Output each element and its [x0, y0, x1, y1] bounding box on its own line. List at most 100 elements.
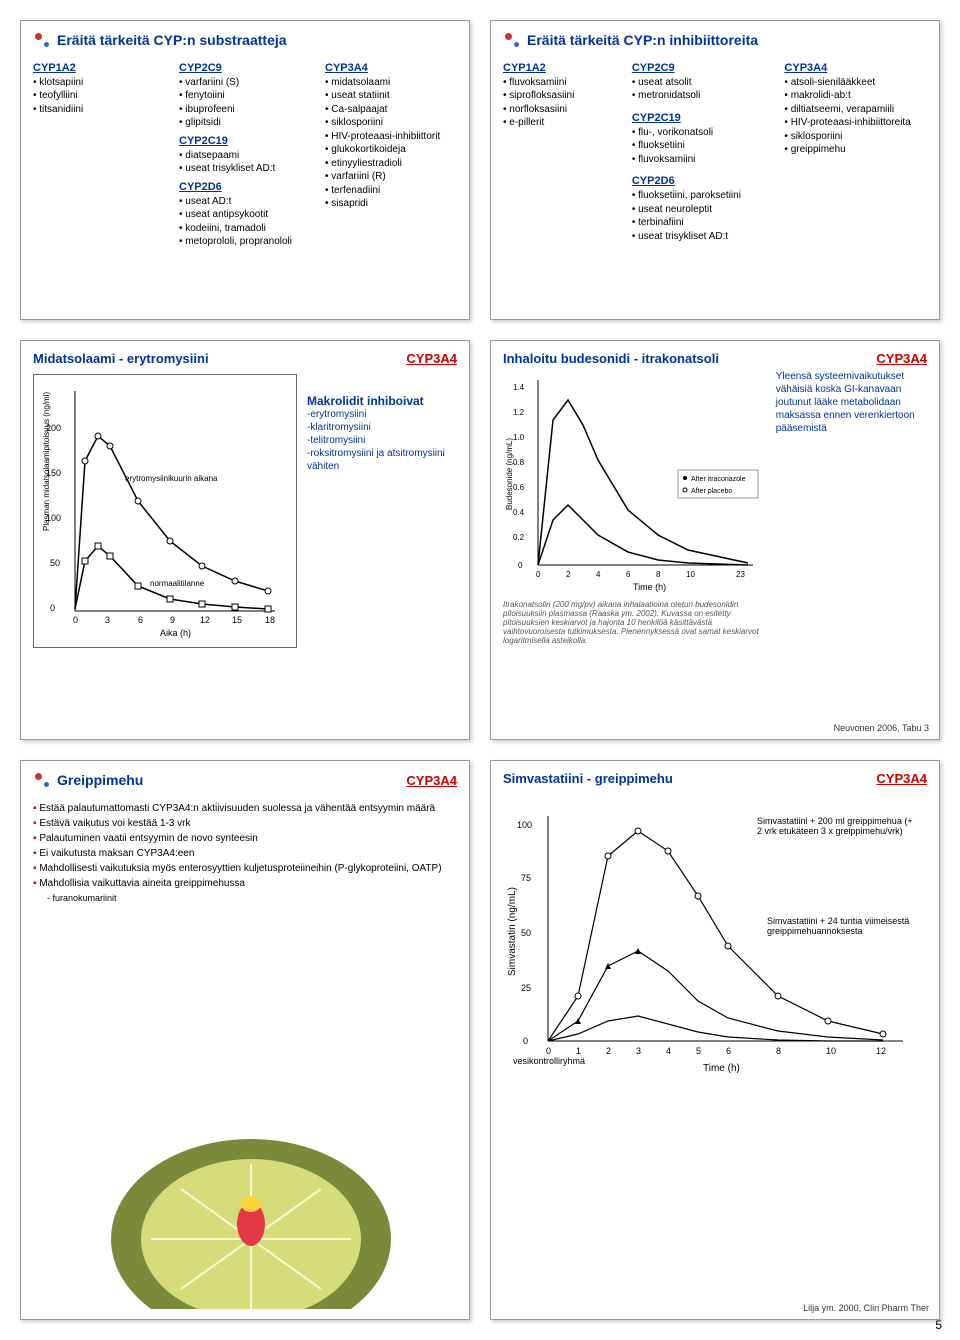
svg-text:4: 4: [666, 1046, 671, 1056]
list-item: greippimehu: [784, 143, 927, 157]
list-item: fluvoksamiini: [503, 76, 622, 90]
annotation-2: Simvastatiini + 24 tuntia viimeisestä gr…: [767, 916, 917, 936]
svg-text:2: 2: [606, 1046, 611, 1056]
page-number: 5: [935, 1318, 942, 1332]
list-item: useat AD:t: [179, 195, 311, 209]
list-item: sisapridi: [325, 197, 457, 211]
list-item: fenytoiini: [179, 89, 311, 103]
svg-text:Plasman midatsolaamipitoisuus: Plasman midatsolaamipitoisuus (ng/ml): [42, 392, 51, 532]
svg-text:10: 10: [826, 1046, 836, 1056]
panel-grapefruit: Greippimehu CYP3A4 Estää palautumattomas…: [20, 760, 470, 1320]
header-row: Greippimehu CYP3A4: [33, 771, 457, 789]
list-item: HIV-proteaasi-inhibiittoreita: [784, 116, 927, 130]
citation: Lilja ym. 2000, Clin Pharm Ther: [803, 1303, 929, 1313]
svg-text:100: 100: [517, 820, 532, 830]
svg-text:normaalitilanne: normaalitilanne: [150, 579, 205, 588]
cyp-tag: CYP3A4: [876, 351, 927, 366]
list-item: useat trisykliset AD:t: [632, 230, 775, 244]
svg-text:Simvastatin (ng/mL): Simvastatin (ng/mL): [507, 887, 518, 976]
list-item: diatsepaami: [179, 149, 311, 163]
svg-text:6: 6: [626, 570, 631, 579]
svg-text:0: 0: [523, 1036, 528, 1046]
col: CYP1A2 fluvoksamiinisiprofloksasiininorf…: [503, 57, 622, 243]
content-row: 0 50 100 150 200 0 3 6 9 12 15 18 Aika (…: [33, 374, 457, 648]
list: klotsapiiniteofylliinititsanidiini: [33, 76, 165, 117]
svg-text:6: 6: [726, 1046, 731, 1056]
cyp-tag: CYP3A4: [406, 773, 457, 788]
cyp-head: CYP3A4: [325, 61, 457, 76]
svg-text:0: 0: [536, 570, 541, 579]
content-row: 0 0.2 0.4 0.6 0.8 1.0 1.2 1.4 024681023 …: [503, 370, 927, 645]
svg-text:8: 8: [776, 1046, 781, 1056]
list: diatsepaamiuseat trisykliset AD:t: [179, 149, 311, 176]
list: flu-, vorikonatsolifluoksetiinifluvoksam…: [632, 126, 775, 167]
list-item: klotsapiini: [33, 76, 165, 90]
col-cyp1a2: CYP1A2 klotsapiiniteofylliinititsanidiin…: [33, 57, 165, 249]
cyp-head: CYP2C19: [179, 134, 311, 149]
list-item: terbinafiini: [632, 216, 775, 230]
header-row: Midatsolaami - erytromysiini CYP3A4: [33, 351, 457, 366]
cyp-head: CYP1A2: [503, 61, 622, 76]
col-mid: CYP2C9 varfariini (S)fenytoiiniibuprofee…: [179, 57, 311, 249]
list-item: fluvoksamiini: [632, 153, 775, 167]
svg-text:6: 6: [138, 615, 143, 625]
citation: Neuvonen 2006, Tabu 3: [834, 723, 929, 733]
svg-text:0: 0: [518, 561, 523, 570]
svg-text:0: 0: [50, 603, 55, 613]
svg-text:0.4: 0.4: [513, 508, 525, 517]
cyp-head: CYP2D6: [179, 180, 311, 195]
header-row: Simvastatiini - greippimehu CYP3A4: [503, 771, 927, 786]
chart-svg: 0 25 50 75 100 012345681012 Time (h) Sim…: [503, 796, 923, 1096]
caption: Itrakonatsolin (200 mg/pv) aikana inhala…: [503, 600, 768, 645]
bullets: Estää palautumattomasti CYP3A4:n aktiivi…: [33, 803, 457, 889]
description: Yleensä systeemivaikutukset vähäisiä kos…: [776, 370, 927, 645]
chart-svg: 0 50 100 150 200 0 3 6 9 12 15 18 Aika (…: [40, 381, 290, 641]
list-item: kodeiini, tramadoli: [179, 222, 311, 236]
svg-text:15: 15: [232, 615, 242, 625]
cyp-head: CYP1A2: [33, 61, 165, 76]
title-text: Greippimehu: [57, 772, 143, 788]
list-item: useat atsolit: [632, 76, 775, 90]
cyp-head: CYP2C19: [632, 111, 775, 126]
svg-text:0: 0: [546, 1046, 551, 1056]
list-item: metoprololi, propranololi: [179, 235, 311, 249]
sub-item: - furanokumariinit: [33, 893, 457, 903]
list-item: Ca-salpaajat: [325, 103, 457, 117]
list-item: flu-, vorikonatsoli: [632, 126, 775, 140]
list-item: Ei vaikutusta maksan CYP3A4:een: [33, 848, 457, 859]
list: fluvoksamiinisiprofloksasiininorfloksasi…: [503, 76, 622, 130]
sub-head: Makrolidit inhiboivat: [307, 394, 457, 408]
svg-text:9: 9: [170, 615, 175, 625]
svg-text:10: 10: [686, 570, 695, 579]
list-item: glukokortikoideja: [325, 143, 457, 157]
svg-text:Time (h): Time (h): [703, 1063, 740, 1074]
list-item: e-pillerit: [503, 116, 622, 130]
list: useat atsolitmetronidatsoli: [632, 76, 775, 103]
svg-text:1.0: 1.0: [513, 433, 525, 442]
svg-text:25: 25: [521, 983, 531, 993]
slide-icon: [33, 771, 51, 789]
svg-text:Budesonide (ng/mL): Budesonide (ng/mL): [505, 438, 514, 510]
svg-text:erytromysiinikuurin aikana: erytromysiinikuurin aikana: [125, 474, 218, 483]
chart-simvastatin: 0 25 50 75 100 012345681012 Time (h) Sim…: [503, 796, 927, 1096]
slide-icon: [503, 31, 521, 49]
svg-text:After placebo: After placebo: [691, 488, 732, 495]
list-item: titsanidiini: [33, 103, 165, 117]
list-item: etinyyliestradioli: [325, 157, 457, 171]
svg-text:3: 3: [105, 615, 110, 625]
svg-text:3: 3: [636, 1046, 641, 1056]
list-item: Palautuminen vaatii entsyymin de novo sy…: [33, 833, 457, 844]
list-item: varfariini (R): [325, 170, 457, 184]
list-item: atsoli-sienilääkkeet: [784, 76, 927, 90]
panel5-title: Greippimehu: [33, 771, 143, 789]
svg-text:After itraconazole: After itraconazole: [691, 476, 746, 483]
svg-text:12: 12: [876, 1046, 886, 1056]
list-item: useat statiinit: [325, 89, 457, 103]
svg-text:0.2: 0.2: [513, 533, 525, 542]
chart-svg: 0 0.2 0.4 0.6 0.8 1.0 1.2 1.4 024681023 …: [503, 370, 763, 600]
svg-text:4: 4: [596, 570, 601, 579]
svg-text:Time (h): Time (h): [633, 582, 666, 592]
list: fluoksetiini, paroksetiiniuseat neurolep…: [632, 189, 775, 243]
panel1-title: Eräitä tärkeitä CYP:n substraatteja: [33, 31, 457, 49]
list-item: makrolidi-ab:t: [784, 89, 927, 103]
